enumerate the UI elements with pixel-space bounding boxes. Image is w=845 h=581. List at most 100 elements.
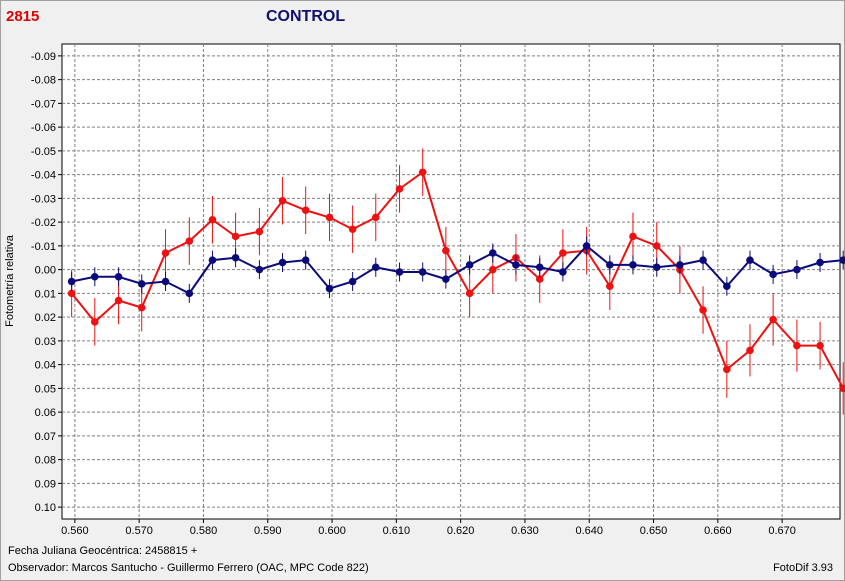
data-point bbox=[559, 268, 567, 276]
data-point bbox=[793, 341, 801, 350]
data-point bbox=[325, 213, 334, 222]
y-tick-label: 0.02 bbox=[35, 312, 56, 324]
x-tick-label: 0.620 bbox=[447, 525, 475, 537]
x-tick-label: 0.650 bbox=[640, 525, 668, 537]
data-point bbox=[90, 318, 99, 326]
data-point bbox=[629, 232, 637, 241]
data-point bbox=[348, 277, 357, 286]
data-point bbox=[676, 261, 684, 269]
x-tick-label: 0.570 bbox=[125, 525, 153, 537]
data-point bbox=[606, 282, 614, 291]
data-point bbox=[325, 284, 334, 293]
y-tick-label: 0.06 bbox=[35, 407, 56, 419]
data-point bbox=[137, 280, 146, 288]
data-point bbox=[535, 275, 544, 283]
y-tick-label: 0.00 bbox=[35, 265, 56, 277]
series-line bbox=[71, 244, 844, 295]
data-point bbox=[559, 249, 567, 257]
y-tick-label: 0.05 bbox=[35, 383, 56, 395]
data-point bbox=[208, 215, 217, 224]
x-tick-label: 0.590 bbox=[254, 525, 282, 537]
data-point bbox=[652, 242, 661, 250]
data-point bbox=[723, 282, 731, 291]
data-point bbox=[301, 206, 310, 215]
x-tick-label: 0.640 bbox=[575, 525, 603, 537]
data-point bbox=[582, 242, 591, 250]
data-point bbox=[348, 225, 357, 234]
y-tick-label: -0.03 bbox=[31, 193, 56, 205]
x-ticks: 0.560 0.570 0.580 0.590 0.600 0.610 0.620 0.630… bbox=[61, 519, 796, 537]
data-point bbox=[442, 246, 450, 255]
software-version: FotoDif 3.93 bbox=[773, 562, 833, 574]
observer-label: Observador: Marcos Santucho - Guillermo … bbox=[8, 562, 369, 574]
y-tick-label: 0.04 bbox=[35, 360, 56, 372]
data-point bbox=[161, 277, 170, 286]
data-point bbox=[231, 232, 240, 241]
date-label: Fecha Juliana Geocéntrica: 2458815 + bbox=[8, 545, 198, 557]
data-point bbox=[371, 263, 380, 272]
y-tick-label: -0.05 bbox=[31, 146, 56, 158]
data-point bbox=[652, 263, 661, 272]
data-point bbox=[67, 277, 76, 286]
data-point bbox=[208, 256, 217, 264]
data-point bbox=[465, 289, 474, 298]
y-tick-label: 0.01 bbox=[35, 288, 56, 300]
data-point bbox=[395, 268, 404, 276]
data-point bbox=[699, 306, 707, 314]
data-point bbox=[488, 265, 497, 274]
data-point bbox=[418, 168, 427, 177]
object-id: 2815 bbox=[6, 8, 40, 25]
x-tick-label: 0.670 bbox=[768, 525, 796, 537]
data-point bbox=[255, 265, 264, 274]
y-tick-label: 0.10 bbox=[35, 502, 56, 514]
data-point bbox=[723, 365, 731, 374]
plot-area bbox=[61, 43, 841, 520]
data-point bbox=[442, 275, 450, 283]
data-point bbox=[629, 261, 637, 269]
y-tick-label: -0.09 bbox=[31, 51, 56, 63]
data-point bbox=[769, 315, 777, 324]
data-point bbox=[512, 261, 520, 269]
data-point bbox=[606, 261, 614, 269]
data-point bbox=[465, 261, 474, 269]
data-point bbox=[418, 268, 427, 276]
data-point bbox=[255, 227, 264, 236]
data-point bbox=[535, 263, 544, 272]
data-point bbox=[278, 196, 287, 205]
x-tick-label: 0.610 bbox=[383, 525, 411, 537]
data-point bbox=[114, 272, 123, 281]
data-point bbox=[816, 341, 824, 350]
data-point bbox=[746, 256, 754, 264]
data-point bbox=[746, 346, 754, 355]
y-tick-label: 0.09 bbox=[35, 478, 56, 490]
x-tick-label: 0.630 bbox=[511, 525, 539, 537]
y-axis-label: Fotometría relativa bbox=[4, 234, 16, 327]
y-tick-label: -0.07 bbox=[31, 98, 56, 110]
x-tick-label: 0.560 bbox=[61, 525, 89, 537]
data-point bbox=[90, 272, 99, 281]
data-point bbox=[67, 289, 76, 298]
x-tick-label: 0.580 bbox=[190, 525, 218, 537]
y-tick-label: -0.01 bbox=[31, 241, 56, 253]
series-control bbox=[67, 236, 845, 303]
y-ticks: -0.09 -0.08 -0.07 -0.06 -0.05 -0.04 -0.03 -0.02… bbox=[31, 51, 62, 514]
x-tick-label: 0.660 bbox=[704, 525, 732, 537]
y-tick-label: -0.02 bbox=[31, 217, 56, 229]
data-point bbox=[301, 256, 310, 264]
y-tick-label: 0.07 bbox=[35, 431, 56, 443]
data-point bbox=[231, 253, 240, 262]
data-point bbox=[699, 256, 707, 264]
data-point bbox=[488, 249, 497, 257]
data-point bbox=[839, 384, 845, 393]
data-point bbox=[185, 237, 194, 245]
data-point bbox=[371, 213, 380, 222]
data-point bbox=[185, 289, 194, 298]
data-point bbox=[114, 296, 123, 305]
data-point bbox=[816, 258, 824, 267]
y-tick-label: 0.03 bbox=[35, 336, 56, 348]
y-tick-label: -0.06 bbox=[31, 122, 56, 134]
y-tick-label: -0.04 bbox=[31, 170, 56, 182]
x-tick-label: 0.600 bbox=[318, 525, 346, 537]
data-point bbox=[839, 256, 845, 264]
